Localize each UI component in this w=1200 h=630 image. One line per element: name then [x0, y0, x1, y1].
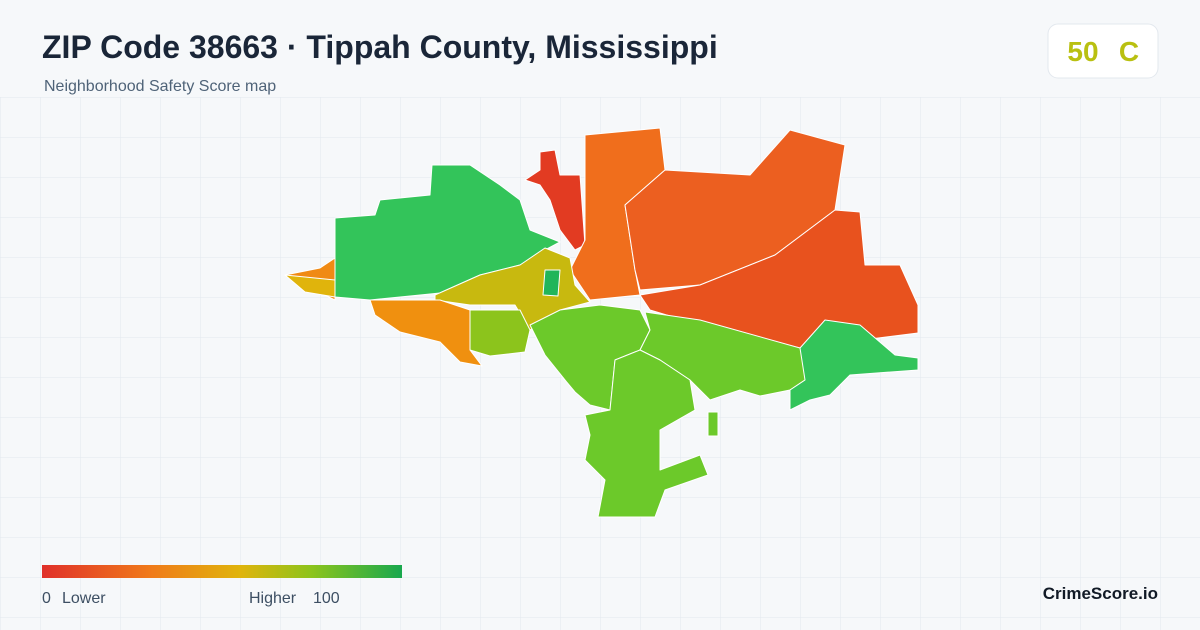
legend-max: 100: [313, 590, 340, 607]
legend-max-label: Higher: [249, 590, 297, 607]
area: [584, 349, 709, 518]
legend-min-label: Lower: [62, 590, 106, 607]
score-badge: [1047, 23, 1159, 79]
subtitle: Neighborhood Safety Score map: [44, 78, 276, 95]
area: [542, 269, 561, 297]
area: [524, 149, 586, 251]
map: [284, 127, 919, 518]
legend-min: 0: [42, 590, 51, 607]
area: [569, 127, 666, 301]
score-value: 50: [1067, 36, 1098, 67]
area: [334, 164, 561, 301]
title: ZIP Code 38663 · Tippah County, Mississi…: [42, 29, 718, 65]
area: [434, 247, 591, 331]
score-grade: C: [1119, 36, 1139, 67]
area: [469, 309, 531, 357]
legend-bar: [42, 565, 402, 578]
area: [789, 319, 919, 411]
area: [369, 299, 483, 367]
brand: CrimeScore.io: [1043, 584, 1158, 603]
area: [707, 411, 719, 437]
